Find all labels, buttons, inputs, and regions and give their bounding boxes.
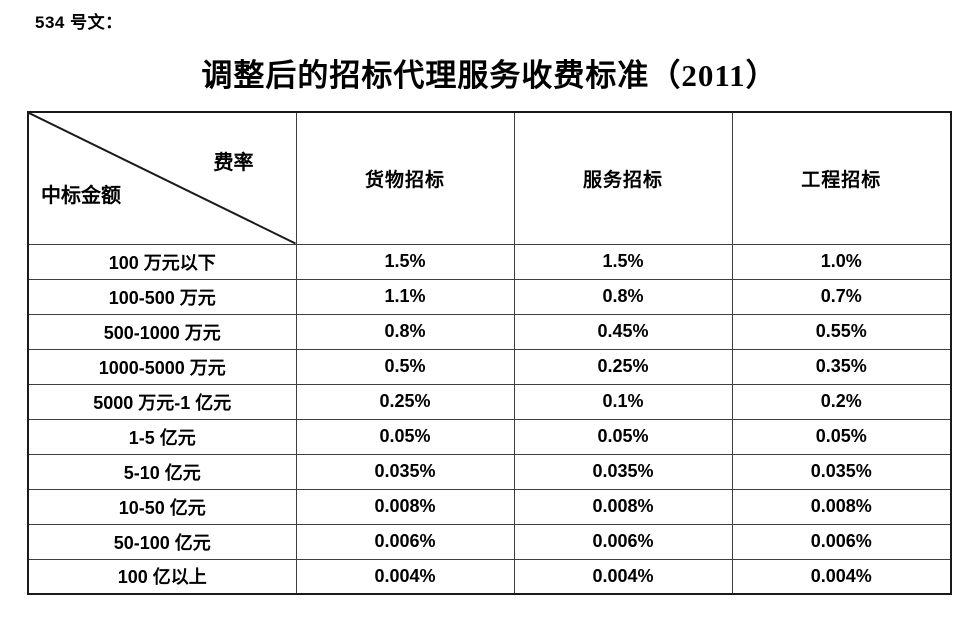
cell-value: 0.7% xyxy=(731,278,952,315)
table-row: 10-50 亿元 0.008% 0.008% 0.008% xyxy=(27,488,952,525)
cell-value: 0.004% xyxy=(513,558,733,595)
cell-value: 0.004% xyxy=(295,558,515,595)
corner-header-cell: 费率 中标金额 xyxy=(27,111,297,245)
table-row: 1-5 亿元 0.05% 0.05% 0.05% xyxy=(27,418,952,455)
cell-value: 0.8% xyxy=(295,313,515,350)
corner-label-rate: 费率 xyxy=(213,152,254,174)
row-label: 50-100 亿元 xyxy=(27,523,297,560)
cell-value: 0.035% xyxy=(513,453,733,490)
doc-reference: 534 号文： xyxy=(35,13,123,32)
table-row: 500-1000 万元 0.8% 0.45% 0.55% xyxy=(27,313,952,350)
row-label: 1000-5000 万元 xyxy=(27,348,297,385)
cell-value: 1.0% xyxy=(731,243,952,280)
row-label: 5000 万元-1 亿元 xyxy=(27,383,297,420)
cell-value: 0.2% xyxy=(731,383,952,420)
row-label: 10-50 亿元 xyxy=(27,488,297,525)
cell-value: 0.5% xyxy=(295,348,515,385)
row-label: 500-1000 万元 xyxy=(27,313,297,350)
table-row: 100 万元以下 1.5% 1.5% 1.0% xyxy=(27,243,952,280)
cell-value: 0.05% xyxy=(513,418,733,455)
column-header-goods: 货物招标 xyxy=(295,111,515,245)
cell-value: 1.5% xyxy=(513,243,733,280)
cell-value: 1.1% xyxy=(295,278,515,315)
table-row: 50-100 亿元 0.006% 0.006% 0.006% xyxy=(27,523,952,560)
row-label: 100-500 万元 xyxy=(27,278,297,315)
cell-value: 0.25% xyxy=(513,348,733,385)
row-label: 100 万元以下 xyxy=(27,243,297,280)
row-label: 5-10 亿元 xyxy=(27,453,297,490)
cell-value: 0.006% xyxy=(731,523,952,560)
cell-value: 0.006% xyxy=(513,523,733,560)
cell-value: 0.35% xyxy=(731,348,952,385)
cell-value: 0.8% xyxy=(513,278,733,315)
table-row: 100 亿以上 0.004% 0.004% 0.004% xyxy=(27,558,952,595)
cell-value: 0.035% xyxy=(731,453,952,490)
cell-value: 0.05% xyxy=(731,418,952,455)
table-header-row: 费率 中标金额 货物招标 服务招标 工程招标 xyxy=(27,111,952,245)
cell-value: 0.008% xyxy=(513,488,733,525)
cell-value: 0.006% xyxy=(295,523,515,560)
cell-value: 0.008% xyxy=(295,488,515,525)
cell-value: 0.035% xyxy=(295,453,515,490)
cell-value: 0.004% xyxy=(731,558,952,595)
cell-value: 0.1% xyxy=(513,383,733,420)
cell-value: 0.008% xyxy=(731,488,952,525)
row-label: 1-5 亿元 xyxy=(27,418,297,455)
cell-value: 1.5% xyxy=(295,243,515,280)
corner-label-amount: 中标金额 xyxy=(41,184,121,207)
cell-value: 0.55% xyxy=(731,313,952,350)
table-row: 100-500 万元 1.1% 0.8% 0.7% xyxy=(27,278,952,315)
cell-value: 0.45% xyxy=(513,313,733,350)
column-header-service: 服务招标 xyxy=(513,111,733,245)
row-label: 100 亿以上 xyxy=(27,558,297,595)
fee-standard-table: 费率 中标金额 货物招标 服务招标 工程招标 100 万元以下 1.5% 1.5… xyxy=(27,111,952,595)
cell-value: 0.05% xyxy=(295,418,515,455)
table-row: 1000-5000 万元 0.5% 0.25% 0.35% xyxy=(27,348,952,385)
table-row: 5000 万元-1 亿元 0.25% 0.1% 0.2% xyxy=(27,383,952,420)
table-row: 5-10 亿元 0.035% 0.035% 0.035% xyxy=(27,453,952,490)
diagonal-divider-line xyxy=(29,113,296,244)
cell-value: 0.25% xyxy=(295,383,515,420)
page-title: 调整后的招标代理服务收费标准（2011） xyxy=(201,58,778,93)
column-header-engineering: 工程招标 xyxy=(731,111,952,245)
